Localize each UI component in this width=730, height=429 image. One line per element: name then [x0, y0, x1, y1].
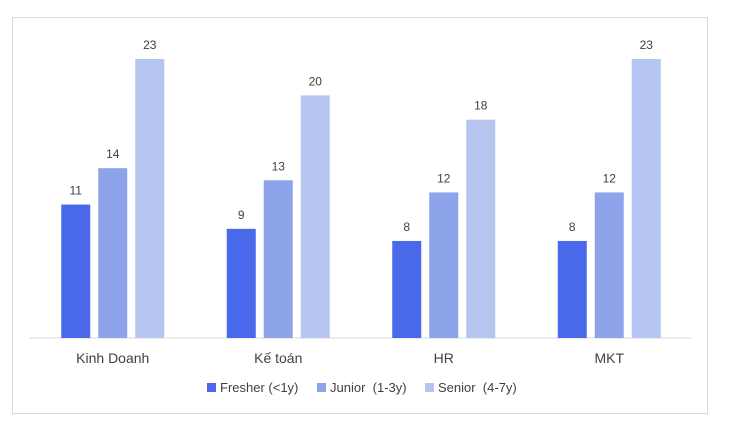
bar	[135, 59, 164, 338]
legend-label: Senior (4-7y)	[438, 380, 517, 395]
data-label: 12	[603, 171, 617, 185]
bar	[392, 241, 421, 338]
bar	[98, 168, 127, 338]
x-tick-label: Kế toán	[254, 350, 302, 366]
bar	[595, 192, 624, 338]
bar	[227, 229, 256, 338]
legend-swatch	[317, 383, 326, 392]
bar	[61, 205, 90, 338]
data-label: 12	[437, 171, 451, 185]
data-label: 8	[403, 220, 410, 234]
bar	[264, 180, 293, 338]
data-label: 23	[640, 38, 654, 52]
x-tick-label: Kinh Doanh	[76, 350, 149, 366]
legend-label: Fresher (<1y)	[220, 380, 298, 395]
data-label: 18	[474, 99, 488, 113]
bar	[632, 59, 661, 338]
bar	[301, 95, 330, 338]
data-label: 20	[309, 74, 323, 88]
bar	[429, 192, 458, 338]
bar	[558, 241, 587, 338]
data-label: 13	[272, 159, 286, 173]
data-label: 23	[143, 38, 157, 52]
data-label: 9	[238, 208, 245, 222]
data-label: 14	[106, 147, 120, 161]
x-tick-label: MKT	[594, 350, 624, 366]
legend-swatch	[425, 383, 434, 392]
x-tick-label: HR	[434, 350, 454, 366]
legend-swatch	[207, 383, 216, 392]
legend-label: Junior (1-3y)	[330, 380, 407, 395]
data-label: 8	[569, 220, 576, 234]
bar	[466, 120, 495, 338]
data-label: 11	[70, 184, 83, 198]
